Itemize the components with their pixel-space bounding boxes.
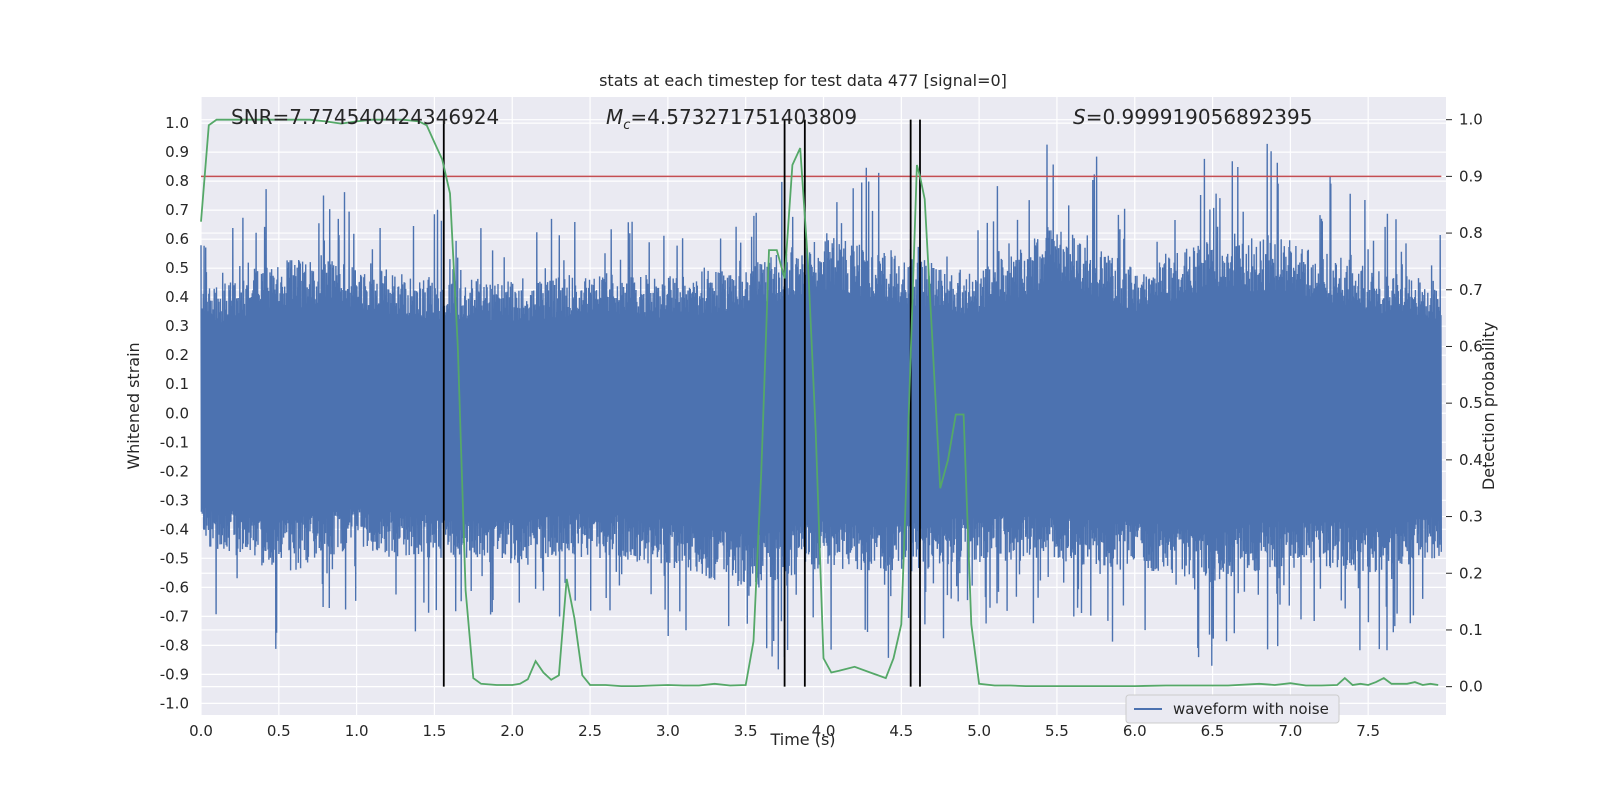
- left-y-tick-label: -0.8: [160, 636, 189, 654]
- x-tick-label: 0.0: [189, 722, 213, 740]
- right-y-tick-label: 0.8: [1459, 224, 1483, 242]
- s-value: =0.999919056892395: [1086, 105, 1313, 129]
- x-tick-label: 7.0: [1278, 722, 1302, 740]
- left-y-tick-label: -0.6: [160, 578, 189, 596]
- chirp-mass-value: =4.573271751403809: [630, 105, 857, 129]
- left-y-tick-label: 0.9: [165, 143, 189, 161]
- right-y-tick-label: 0.5: [1459, 394, 1483, 412]
- left-y-tick-label: 1.0: [165, 114, 189, 132]
- left-y-tick-label: -0.4: [160, 520, 189, 538]
- chart-title: stats at each timestep for test data 477…: [599, 71, 1007, 90]
- left-y-tick-label: 0.1: [165, 375, 189, 393]
- left-y-tick-label: 0.6: [165, 230, 189, 248]
- detection-probability-series: [200, 118, 1439, 687]
- right-y-tick-label: 0.3: [1459, 508, 1483, 526]
- x-tick-label: 5.0: [967, 722, 991, 740]
- right-y-axis-label: Detection probability: [1479, 322, 1498, 490]
- x-tick-label: 1.5: [423, 722, 447, 740]
- left-y-tick-label: 0.8: [165, 172, 189, 190]
- chirp-mass-annotation: Mc=4.573271751403809: [606, 105, 857, 133]
- left-y-tick-label: 0.5: [165, 259, 189, 277]
- x-tick-label: 7.5: [1356, 722, 1380, 740]
- left-y-tick-label: 0.4: [165, 288, 189, 306]
- left-y-tick-label: -0.3: [160, 491, 189, 509]
- legend: waveform with noise: [1125, 694, 1340, 724]
- right-y-tick-label: 0.2: [1459, 564, 1483, 582]
- left-y-tick-label: -0.9: [160, 665, 189, 683]
- right-y-tick-label: 0.6: [1459, 337, 1483, 355]
- left-y-axis-label: Whitened strain: [124, 342, 143, 469]
- right-y-tick-label: 0.1: [1459, 621, 1483, 639]
- event-marker-lines: [442, 119, 921, 687]
- x-tick-label: 6.5: [1201, 722, 1225, 740]
- left-y-tick-label: -0.1: [160, 433, 189, 451]
- s-annotation: S=0.999919056892395: [1073, 105, 1312, 129]
- snr-annotation: SNR=7.774540424346924: [231, 105, 499, 129]
- right-y-tick-label: 0.7: [1459, 281, 1483, 299]
- strain-waveform-series: [200, 143, 1443, 670]
- right-y-axis-ticks: 0.0 0.1 0.2 0.3 0.4 0.5 0.6 0.7 0.8 0.9 1.0: [1446, 111, 1483, 696]
- x-tick-label: 0.5: [267, 722, 291, 740]
- left-y-tick-label: 0.2: [165, 346, 189, 364]
- right-y-tick-label: 0.4: [1459, 451, 1483, 469]
- probability-line: [200, 118, 1439, 687]
- right-y-tick-label: 0.9: [1459, 167, 1483, 185]
- left-y-tick-label: -0.5: [160, 549, 189, 567]
- strain-line: [200, 143, 1443, 670]
- left-y-tick-label: -0.2: [160, 462, 189, 480]
- legend-label: waveform with noise: [1173, 700, 1329, 718]
- x-tick-label: 6.0: [1123, 722, 1147, 740]
- left-y-tick-label: -0.7: [160, 607, 189, 625]
- left-y-tick-label: 0.3: [165, 317, 189, 335]
- right-y-tick-label: 0.0: [1459, 678, 1483, 696]
- x-tick-label: 3.0: [656, 722, 680, 740]
- x-axis-label: Time (s): [769, 730, 835, 749]
- left-y-axis-ticks: -1.0 -0.9 -0.8 -0.7 -0.6 -0.5 -0.4 -0.3 -0.2 -0.1…: [160, 114, 189, 712]
- x-axis-ticks: 0.0 0.5 1.0 1.5 2.0 2.5 3.0 3.5 4.0 4.5 5.0 5.5 6.0 6…: [189, 722, 1380, 740]
- x-tick-label: 4.0: [812, 722, 836, 740]
- left-y-tick-label: 0.0: [165, 404, 189, 422]
- x-tick-label: 1.0: [345, 722, 369, 740]
- left-y-tick-label: -1.0: [160, 694, 189, 712]
- x-tick-label: 3.5: [734, 722, 758, 740]
- x-tick-label: 2.5: [578, 722, 602, 740]
- right-y-tick-label: 1.0: [1459, 111, 1483, 129]
- x-tick-label: 4.5: [889, 722, 913, 740]
- x-tick-label: 5.5: [1045, 722, 1069, 740]
- legend-box: [1125, 694, 1340, 724]
- x-tick-label: 2.0: [500, 722, 524, 740]
- left-y-tick-label: 0.7: [165, 201, 189, 219]
